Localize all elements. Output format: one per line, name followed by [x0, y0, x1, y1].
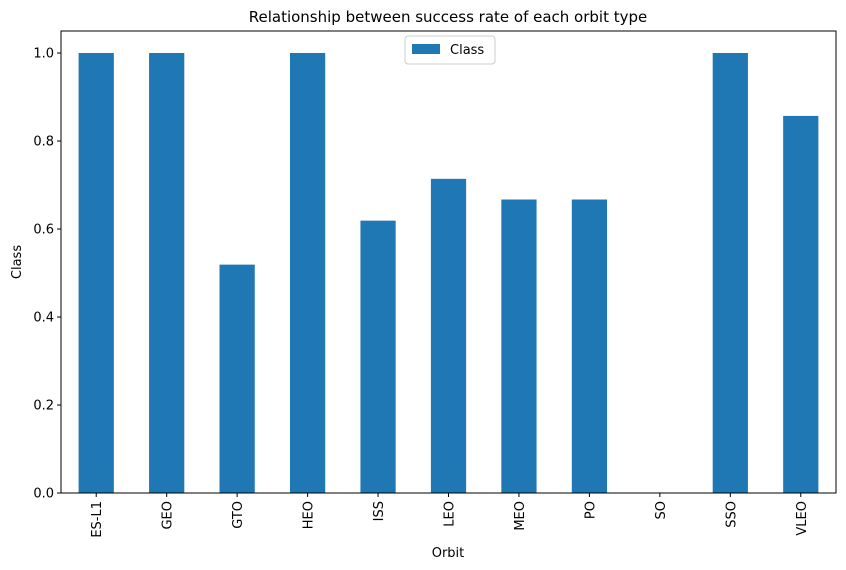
- bar-geo: [149, 53, 185, 493]
- chart-title: Relationship between success rate of eac…: [249, 8, 648, 26]
- legend-swatch: [412, 44, 440, 54]
- y-tick-label: 0.8: [33, 135, 54, 150]
- legend-label: Class: [450, 43, 484, 58]
- y-tick-label: 1.0: [33, 47, 54, 62]
- x-tick-label: ISS: [372, 501, 387, 521]
- x-tick-label: HEO: [302, 501, 317, 529]
- bar-sso: [712, 53, 748, 493]
- y-axis-ticks: 0.0 0.2 0.4 0.6 0.8 1.0: [33, 47, 61, 502]
- y-tick-label: 0.0: [33, 487, 54, 502]
- x-tick-label: SSO: [724, 501, 739, 528]
- x-tick-label: ES-L1: [90, 501, 105, 538]
- bar-iss: [360, 220, 396, 493]
- bar-gto: [219, 264, 255, 493]
- x-tick-label: LEO: [443, 501, 458, 527]
- x-tick-label: VLEO: [795, 501, 810, 536]
- bar-es-l1: [78, 53, 114, 493]
- bars-layer: [78, 53, 819, 494]
- x-tick-label: MEO: [513, 501, 528, 531]
- x-tick-label: GEO: [161, 501, 176, 530]
- x-tick-label: GTO: [231, 501, 246, 529]
- plot-frame: [60, 30, 837, 494]
- x-axis-ticks: ES-L1 GEO GTO HEO ISS LEO MEO PO SO SSO VLEO: [90, 493, 810, 538]
- bar-vleo: [783, 115, 819, 494]
- bar-leo: [430, 178, 467, 493]
- bar-heo: [289, 53, 326, 493]
- y-axis-label: Class: [10, 245, 25, 279]
- x-tick-label: SO: [654, 501, 669, 519]
- y-tick-label: 0.4: [33, 311, 54, 326]
- legend-box: [404, 35, 496, 65]
- bar-meo: [501, 199, 537, 493]
- x-axis-label: Orbit: [432, 546, 465, 561]
- legend: Class: [404, 35, 496, 65]
- x-tick-label: PO: [583, 501, 598, 519]
- y-tick-label: 0.6: [33, 223, 54, 238]
- y-tick-label: 0.2: [33, 399, 54, 414]
- bar-po: [571, 199, 608, 493]
